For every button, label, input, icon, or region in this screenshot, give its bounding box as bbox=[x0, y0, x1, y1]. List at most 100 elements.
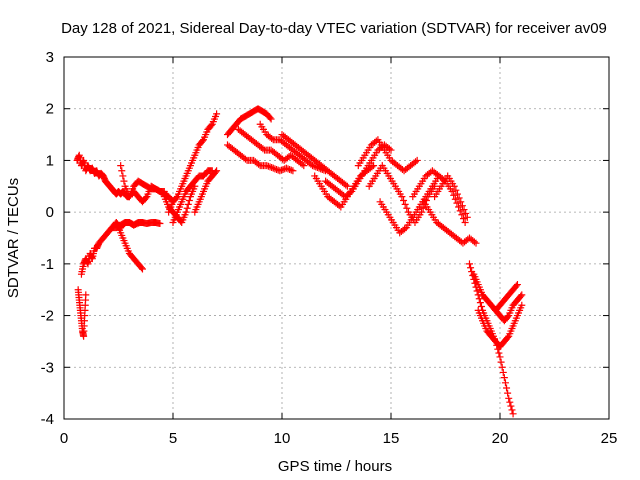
data-points bbox=[73, 105, 526, 418]
y-tick-label: -3 bbox=[41, 359, 54, 376]
data-point bbox=[518, 291, 526, 299]
data-point bbox=[448, 187, 456, 195]
data-point bbox=[264, 162, 272, 170]
data-point bbox=[460, 206, 468, 214]
data-point bbox=[271, 165, 279, 173]
data-point bbox=[182, 208, 190, 216]
data-point bbox=[458, 202, 466, 210]
data-point bbox=[504, 313, 512, 321]
data-point bbox=[517, 292, 525, 300]
x-tick-label: 5 bbox=[169, 430, 177, 447]
x-tick-labels: 0 5 10 15 20 25 bbox=[60, 430, 618, 447]
y-tick-label: 3 bbox=[46, 49, 54, 66]
data-point bbox=[470, 238, 478, 246]
data-point bbox=[455, 203, 463, 211]
data-point bbox=[462, 209, 470, 217]
x-tick-label: 15 bbox=[383, 430, 400, 447]
data-point bbox=[495, 349, 503, 357]
data-point bbox=[117, 162, 125, 170]
data-point bbox=[412, 158, 420, 166]
data-point bbox=[298, 160, 306, 168]
data-point bbox=[279, 165, 287, 173]
data-point bbox=[506, 398, 514, 406]
axis-ticks bbox=[63, 56, 610, 420]
data-point bbox=[172, 194, 180, 202]
data-point bbox=[456, 207, 464, 215]
data-point bbox=[207, 122, 215, 130]
data-point bbox=[213, 110, 221, 118]
data-point bbox=[512, 282, 520, 290]
chart-title: Day 128 of 2021, Sidereal Day-to-day VTE… bbox=[61, 20, 607, 37]
data-point bbox=[266, 163, 274, 171]
y-tick-label: 1 bbox=[46, 152, 54, 169]
data-point bbox=[183, 204, 191, 212]
data-point bbox=[346, 189, 354, 197]
data-point bbox=[213, 167, 221, 175]
data-point bbox=[453, 199, 461, 207]
y-tick-labels: 3 2 1 0 -1 -2 -3 -4 bbox=[41, 49, 54, 428]
y-tick-label: -1 bbox=[41, 256, 54, 273]
data-point bbox=[463, 213, 471, 221]
y-tick-label: 0 bbox=[46, 204, 54, 221]
data-point bbox=[286, 165, 294, 173]
data-point bbox=[268, 164, 276, 172]
data-point bbox=[403, 204, 411, 212]
data-point bbox=[498, 363, 506, 371]
data-point bbox=[276, 167, 284, 175]
data-point bbox=[400, 197, 408, 205]
data-point bbox=[457, 198, 465, 206]
data-point bbox=[455, 194, 463, 202]
data-point bbox=[500, 374, 508, 382]
data-point bbox=[497, 358, 505, 366]
data-point bbox=[212, 168, 220, 176]
data-point bbox=[461, 218, 469, 226]
data-point bbox=[185, 197, 193, 205]
data-point bbox=[401, 225, 409, 233]
data-point bbox=[120, 177, 128, 185]
data-point bbox=[419, 204, 427, 212]
data-point bbox=[473, 287, 481, 295]
data-point bbox=[343, 182, 351, 190]
data-point bbox=[459, 215, 467, 223]
data-point bbox=[477, 303, 485, 311]
data-point bbox=[513, 281, 521, 289]
data-point bbox=[472, 239, 480, 247]
plot-frame bbox=[63, 56, 610, 420]
x-tick-label: 0 bbox=[60, 430, 68, 447]
data-point bbox=[450, 191, 458, 199]
x-tick-label: 25 bbox=[601, 430, 618, 447]
data-point bbox=[300, 162, 308, 170]
data-point bbox=[465, 260, 473, 268]
data-point bbox=[241, 155, 249, 163]
data-point bbox=[504, 334, 512, 342]
data-point bbox=[284, 165, 292, 173]
x-tick-label: 10 bbox=[274, 430, 291, 447]
data-point bbox=[191, 182, 199, 190]
x-axis-label: GPS time / hours bbox=[278, 458, 392, 475]
data-point bbox=[137, 264, 145, 272]
data-point bbox=[184, 200, 192, 208]
data-point bbox=[287, 166, 295, 174]
data-point bbox=[518, 301, 526, 309]
data-point bbox=[458, 211, 466, 219]
grid bbox=[64, 57, 609, 419]
data-point bbox=[450, 182, 458, 190]
data-point bbox=[142, 194, 150, 202]
data-point bbox=[289, 167, 297, 175]
data-point bbox=[119, 172, 127, 180]
data-point bbox=[368, 163, 376, 171]
data-point bbox=[453, 190, 461, 198]
data-point bbox=[335, 202, 343, 210]
x-tick-label: 20 bbox=[492, 430, 509, 447]
data-point bbox=[255, 160, 263, 168]
data-point bbox=[387, 146, 395, 154]
data-point bbox=[372, 137, 380, 145]
data-point bbox=[263, 162, 271, 170]
y-tick-label: -2 bbox=[41, 308, 54, 325]
y-tick-label: -4 bbox=[41, 411, 54, 428]
data-point bbox=[508, 406, 516, 414]
data-point bbox=[198, 137, 206, 145]
data-point bbox=[342, 181, 350, 189]
data-point bbox=[138, 265, 146, 273]
